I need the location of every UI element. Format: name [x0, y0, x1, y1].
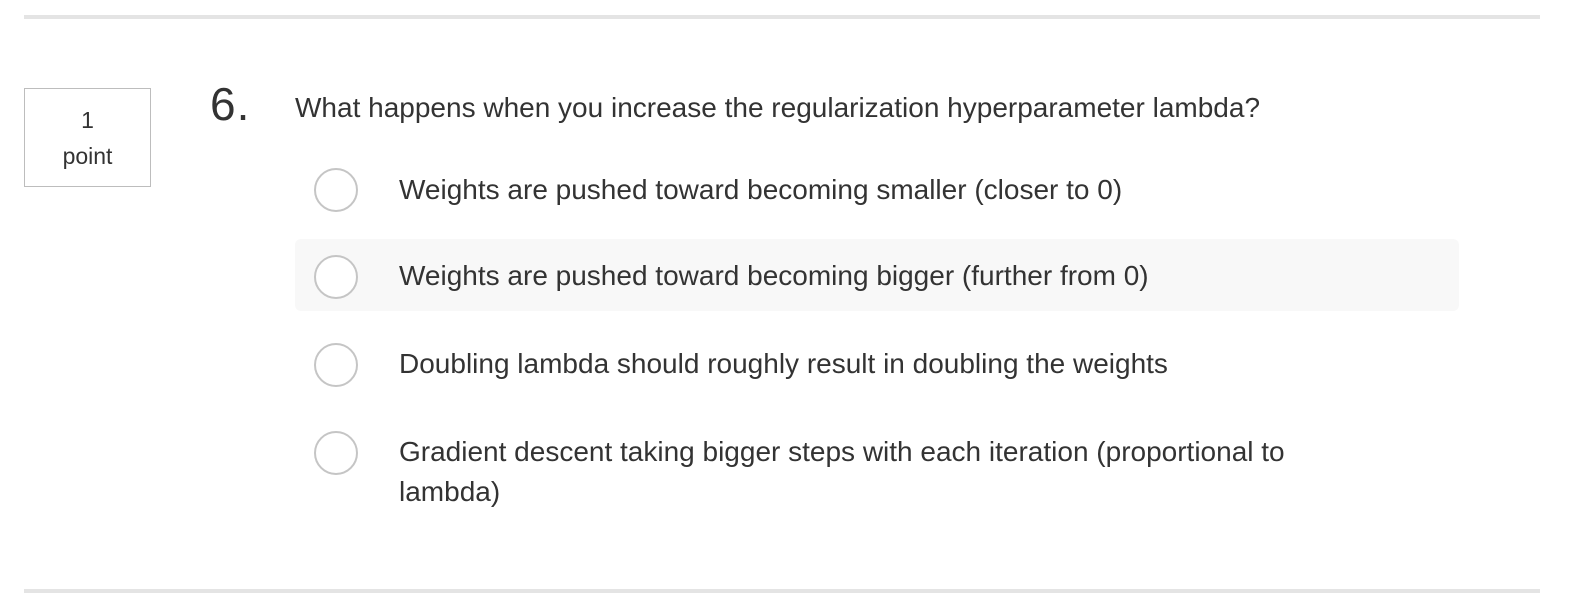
answer-option-label[interactable]: Weights are pushed toward becoming bigge…	[399, 260, 1149, 291]
answer-option-label[interactable]: Doubling lambda should roughly result in…	[399, 348, 1168, 379]
answer-option-label[interactable]: Weights are pushed toward becoming small…	[399, 174, 1123, 205]
radio-button-icon[interactable]	[314, 431, 358, 475]
question-text: What happens when you increase the regul…	[295, 92, 1261, 123]
answer-option-1[interactable]: Weights are pushed toward becoming small…	[295, 152, 1459, 224]
radio-button-icon[interactable]	[314, 168, 358, 212]
radio-button-icon[interactable]	[314, 343, 358, 387]
points-badge: 1 point	[24, 88, 151, 187]
answer-options: Weights are pushed toward becoming small…	[295, 152, 1459, 526]
answer-option-label[interactable]: Gradient descent taking bigger steps wit…	[399, 436, 1285, 507]
answer-option-2[interactable]: Weights are pushed toward becoming bigge…	[295, 239, 1459, 311]
points-unit: point	[62, 142, 113, 169]
radio-button-icon[interactable]	[314, 255, 358, 299]
points-value: 1	[81, 106, 94, 133]
answer-option-4[interactable]: Gradient descent taking bigger steps wit…	[295, 414, 1459, 526]
answer-option-3[interactable]: Doubling lambda should roughly result in…	[295, 326, 1459, 398]
bottom-divider	[24, 589, 1540, 593]
top-divider	[24, 15, 1540, 19]
question-number: 6.	[210, 78, 251, 130]
